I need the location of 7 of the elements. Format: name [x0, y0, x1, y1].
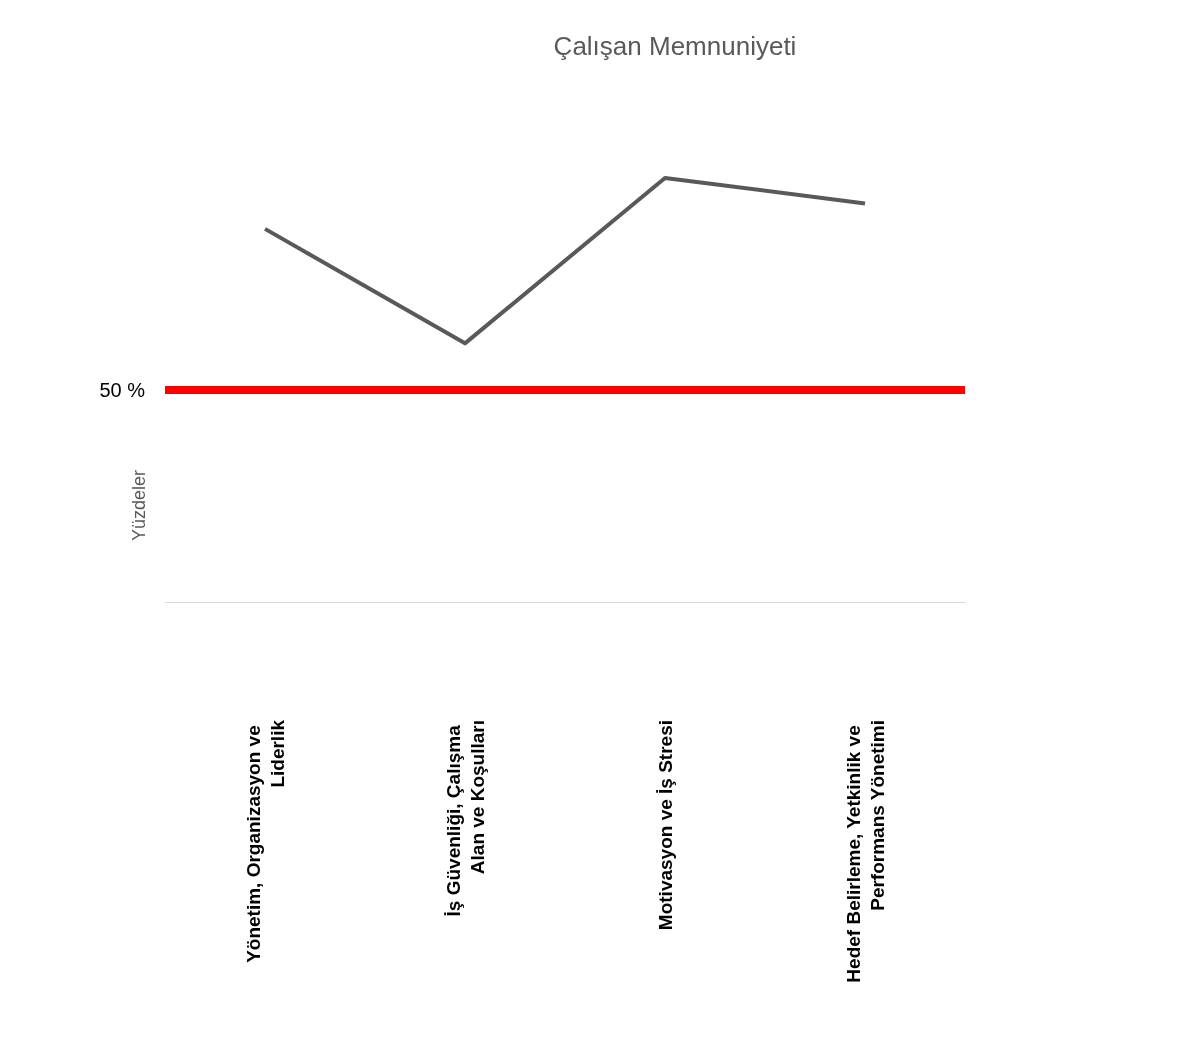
- chart-title: Çalışan Memnuniyeti: [553, 31, 797, 61]
- x-tick-label: Yönetim, Organizasyon ve Liderlik: [242, 719, 288, 963]
- y-axis-title: Yüzdeler: [129, 469, 149, 542]
- ref-line-label: 50 %: [99, 379, 146, 401]
- x-tick-label: İş Güvenliği, Çalışma Alan ve Koşulları: [442, 720, 488, 917]
- x-tick-label: Hedef Belirleme, Yetkinlik ve Performans Yönetimi: [842, 720, 888, 983]
- x-tick-label: Motivasyon ve İş Stresi: [654, 720, 676, 931]
